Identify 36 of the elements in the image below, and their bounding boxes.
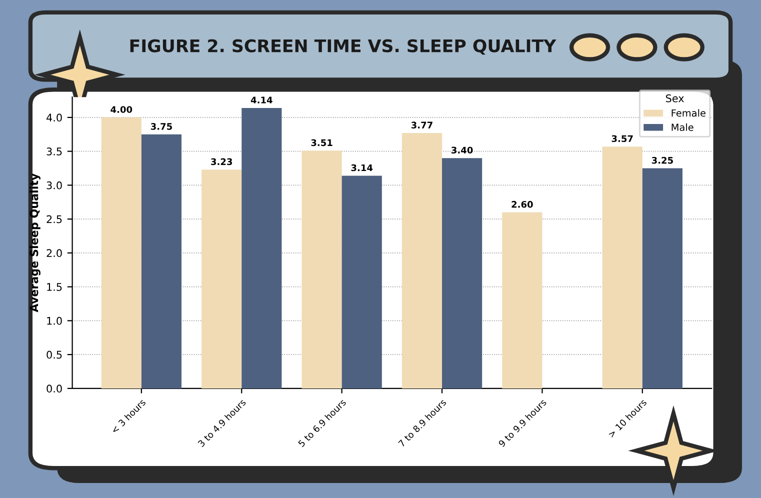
legend-label: Male — [672, 123, 694, 131]
text: 3.0 — [46, 181, 62, 190]
data-label: 3.51 — [311, 139, 332, 146]
bar — [402, 133, 442, 388]
data-label: 3.75 — [150, 123, 172, 130]
text: 1.5 — [47, 283, 62, 291]
bar — [242, 108, 282, 388]
text: 2.5 — [46, 215, 62, 224]
bar — [202, 170, 242, 388]
text: 0.5 — [46, 350, 62, 359]
bar — [442, 158, 482, 388]
data-label: 3.14 — [351, 164, 373, 172]
text: 2.0 — [46, 249, 62, 258]
text: 4.0 — [46, 114, 62, 122]
data-label: 4.00 — [110, 106, 132, 113]
bar — [141, 134, 182, 388]
text: 1.0 — [47, 316, 62, 325]
data-label: 3.40 — [452, 146, 473, 154]
bar — [101, 117, 142, 388]
bar — [342, 176, 382, 388]
bar — [302, 150, 342, 388]
data-label: 4.14 — [250, 96, 272, 104]
data-label: 3.57 — [612, 135, 633, 142]
bar — [642, 168, 682, 388]
legend-title: Sex — [666, 94, 684, 102]
text: 0.0 — [46, 384, 62, 393]
data-label: 3.25 — [652, 156, 673, 164]
bar — [602, 146, 642, 388]
data-label: 2.60 — [512, 200, 533, 208]
data-label: 3.77 — [411, 122, 432, 128]
chart-title: FIGURE 2. SCREEN TIME VS. SLEEP QUALITY — [130, 39, 556, 55]
y-axis-title: Average Sleep Quality — [30, 173, 40, 312]
bar — [502, 212, 542, 388]
data-label: 3.23 — [211, 158, 232, 166]
legend-label: Female — [672, 109, 706, 117]
text: 3.5 — [46, 148, 62, 156]
